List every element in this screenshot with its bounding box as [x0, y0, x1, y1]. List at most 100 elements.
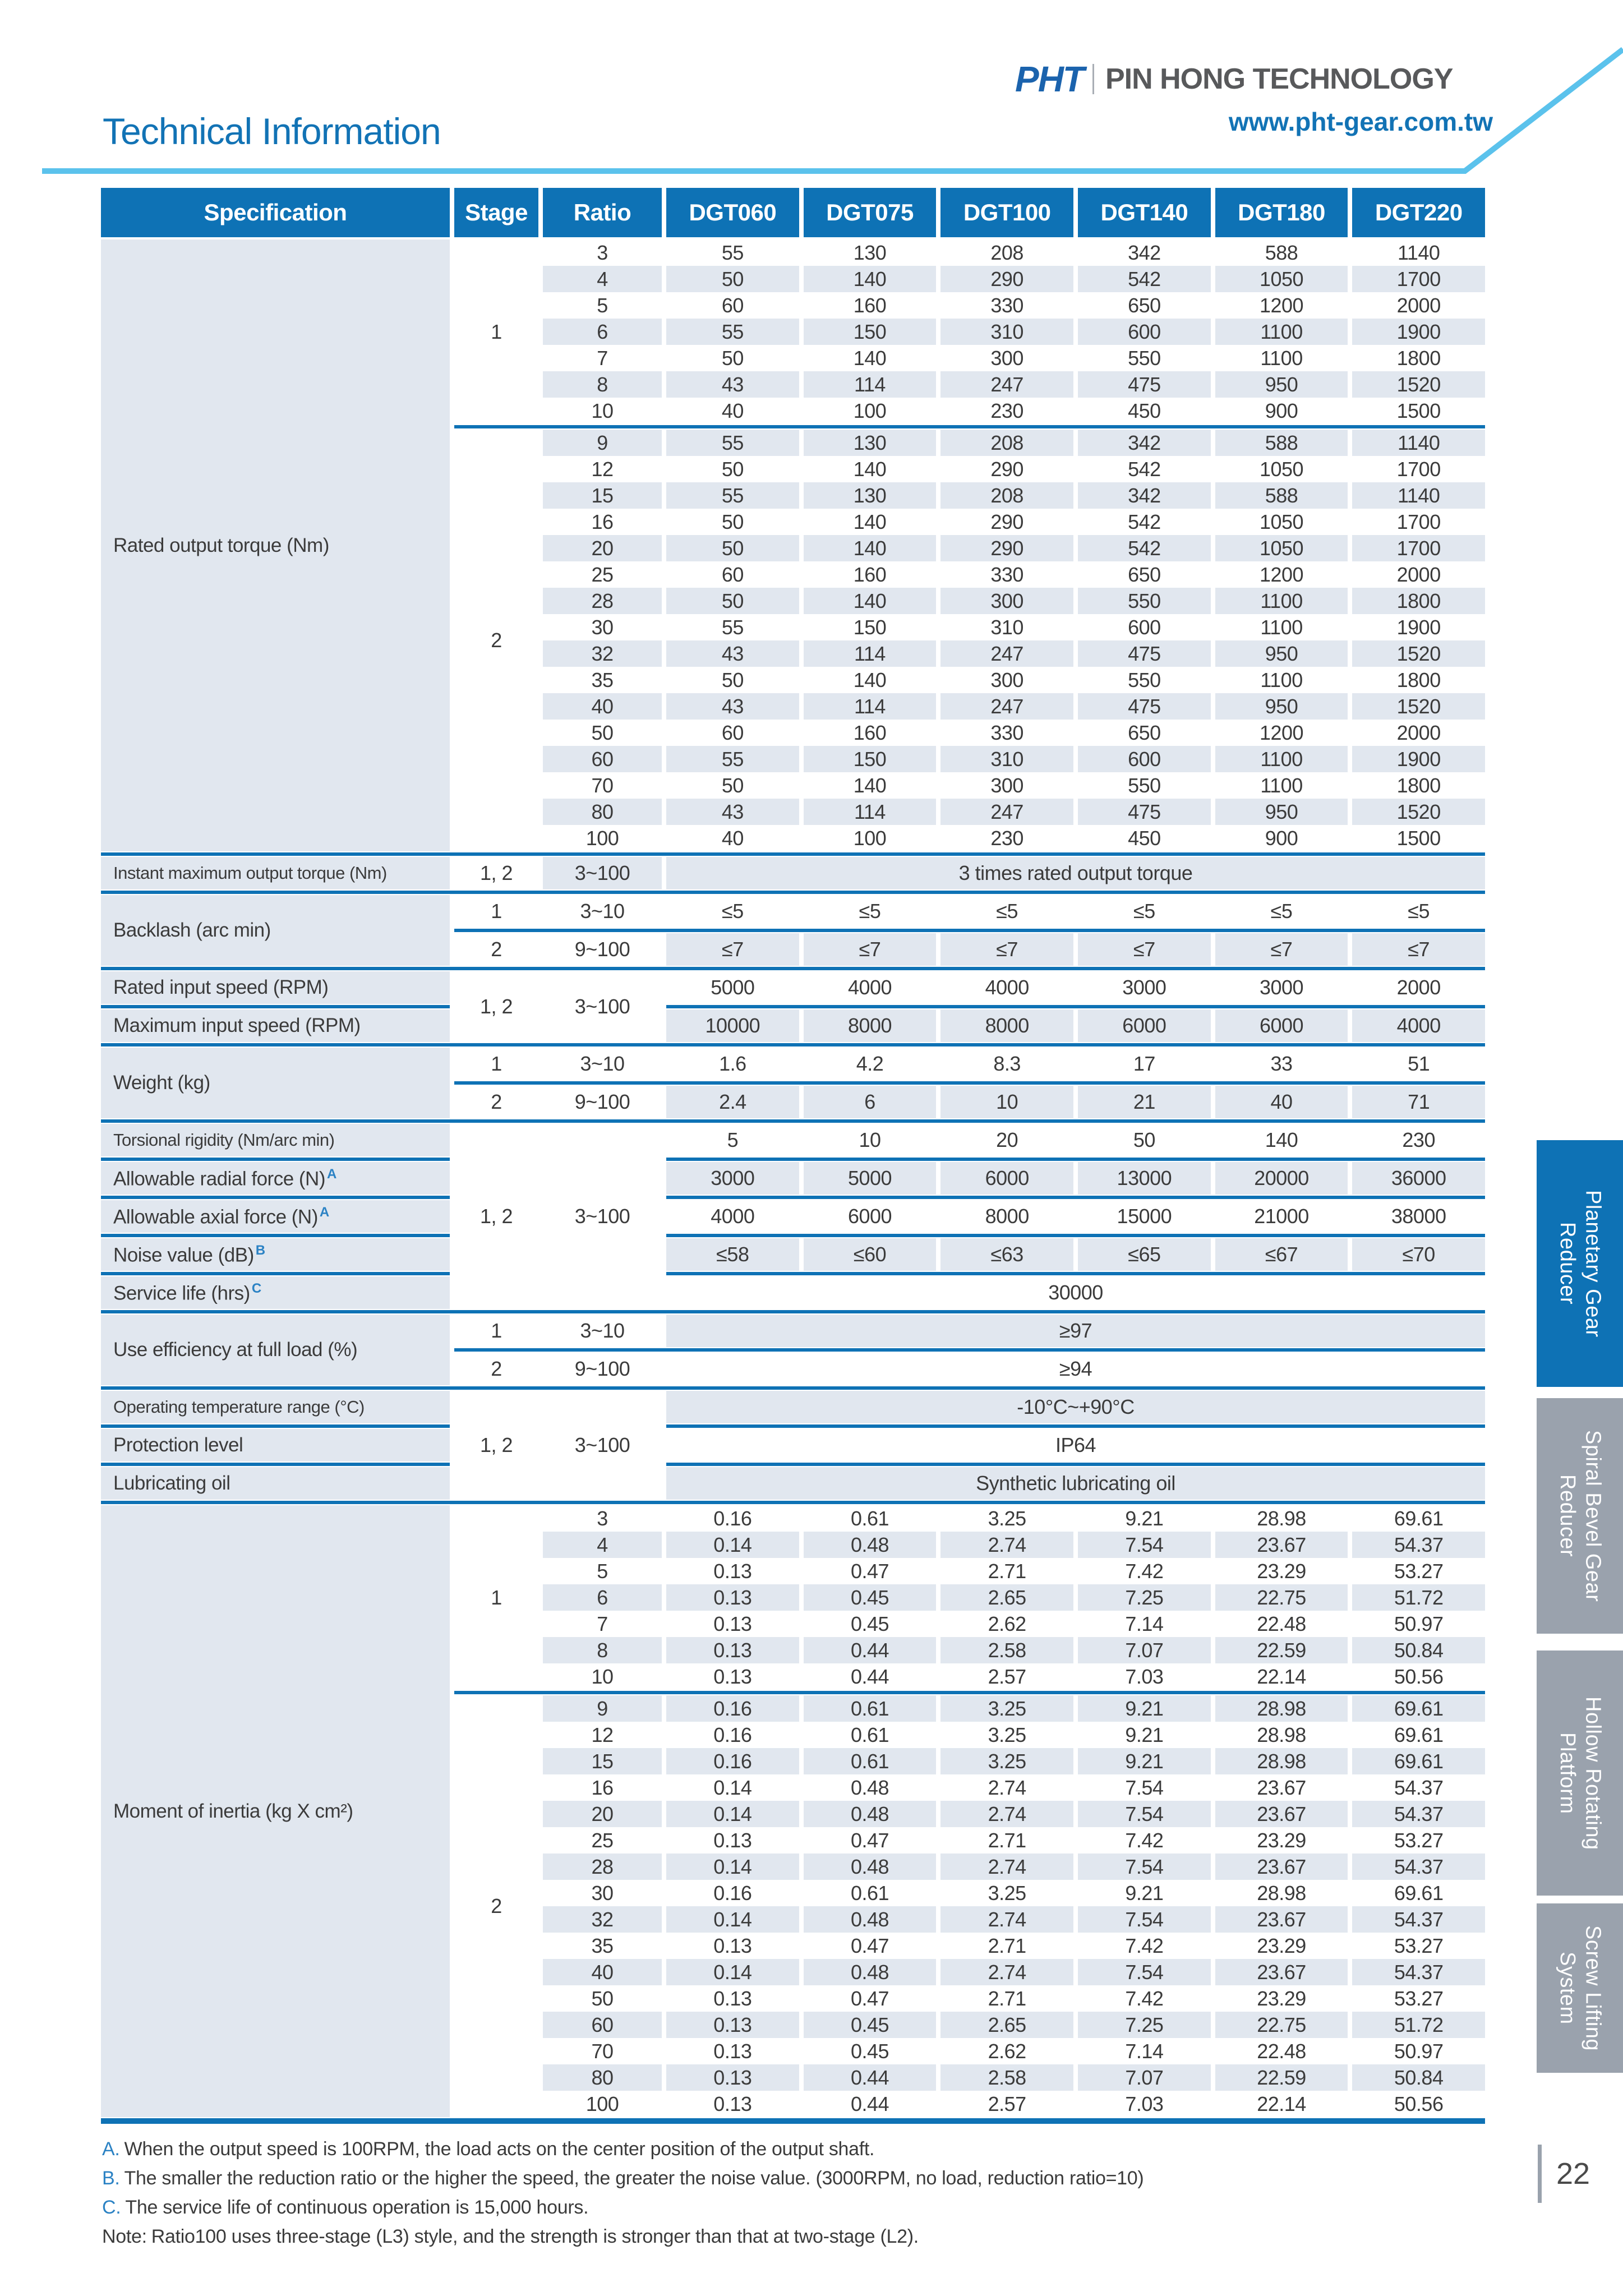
- value-cell: 114: [803, 693, 937, 720]
- ratio-cell: 100: [585, 826, 619, 850]
- value-cell: 330: [990, 563, 1023, 586]
- value-cell: 50.56: [1394, 1665, 1444, 1688]
- ratio-cell: 3~10: [580, 1319, 625, 1342]
- separator-line: [666, 1272, 1485, 1275]
- value-cell: 0.48: [803, 1532, 937, 1558]
- table-row: 12 0.16 0.61 3.25 9.21 28.98 69.61: [543, 1722, 1485, 1748]
- value-cell: 0.61: [803, 1695, 937, 1722]
- ratio-cell: 4: [543, 266, 662, 292]
- value-cell: 1100: [1215, 319, 1348, 345]
- value-cell: 114: [803, 371, 937, 398]
- value-cell: 22.48: [1257, 1612, 1306, 1635]
- tab-screw-lifting-system[interactable]: Screw Lifting System: [1537, 1903, 1623, 2073]
- value-cell: 23.67: [1215, 1906, 1348, 1933]
- value-cell: 1100: [1260, 615, 1303, 639]
- value-cell: 1200: [1259, 721, 1304, 744]
- ratio-cell: 7: [597, 346, 608, 370]
- value-cell: 0.14: [666, 1959, 799, 1985]
- ratio-cell: 15: [543, 1748, 662, 1774]
- value-cell: 160: [853, 721, 887, 744]
- separator-line: [101, 891, 1485, 894]
- value-cell: 60: [721, 293, 744, 317]
- value-cell: 0.48: [803, 1854, 937, 1880]
- ratio-cell: 8: [543, 371, 662, 398]
- value-cell: 60: [721, 563, 744, 586]
- ratio-cell: 5: [597, 293, 608, 317]
- value-cell: 55: [666, 430, 799, 456]
- value-cell: 0.16: [666, 1695, 799, 1722]
- value-cell: 69.61: [1394, 1881, 1444, 1905]
- value-cell: ≤5: [1133, 900, 1155, 923]
- section-environment-label: Operating temperature range (°C): [101, 1391, 450, 1423]
- value-cell: 69.61: [1394, 1506, 1444, 1530]
- value-cell: 2.74: [940, 1801, 1074, 1827]
- value-cell: 310: [940, 319, 1074, 345]
- value-cell: 950: [1215, 799, 1348, 825]
- value-cell: 1900: [1352, 319, 1486, 345]
- ratio-cell: 60: [543, 2012, 662, 2038]
- section-efficiency-label: Use efficiency at full load (%): [101, 1315, 450, 1385]
- value-cell: 140: [853, 773, 887, 797]
- value-cell: 54.37: [1394, 1776, 1444, 1799]
- value-cell: 2.65: [940, 1584, 1074, 1611]
- value-cell: 4000: [847, 976, 892, 999]
- table-row: 2 9~100 ≥94: [454, 1353, 1485, 1385]
- note-a-prefix: A.: [102, 2138, 120, 2160]
- table-row: 5 10 20 50 140 230: [666, 1124, 1485, 1156]
- value-cell: 3.25: [988, 1723, 1027, 1746]
- value-cell: 0.44: [850, 1665, 889, 1688]
- value-cell: 1800: [1396, 346, 1441, 370]
- section-backlash: Backlash (arc min) 1 3~10 ≤5 ≤5 ≤5 ≤5 ≤5 ≤5 2 9~10…: [101, 895, 1486, 966]
- value-cell: 0.61: [850, 1881, 889, 1905]
- value-cell: 2.71: [988, 1986, 1027, 2010]
- value-cell: ≤7: [940, 933, 1074, 966]
- value-cell: 0.44: [803, 1637, 937, 1663]
- page-number-divider: [1538, 2145, 1542, 2203]
- column-header-stage: Stage: [454, 188, 538, 237]
- table-row: 25 0.13 0.47 2.71 7.42 23.29 53.27: [543, 1827, 1485, 1854]
- table-row: 12 50 140 290 542 1050 1700: [543, 456, 1485, 482]
- value-cell: 550: [1128, 773, 1161, 797]
- section-backlash-label: Backlash (arc min): [101, 895, 450, 966]
- ratio-cell: 7: [597, 1612, 608, 1635]
- section-rated-output-torque: Rated output torque (Nm) 1 3 55 130 208 342 588…: [101, 239, 1486, 851]
- value-cell: 7.54: [1078, 1801, 1211, 1827]
- tab-spiral-bevel-gear-reducer[interactable]: Spiral Bevel Gear Reducer: [1537, 1398, 1623, 1634]
- ratio-cell: 15: [543, 482, 662, 509]
- value-cell: 0.61: [803, 1748, 937, 1774]
- note-general-text: Ratio100 uses three-stage (L3) style, an…: [151, 2225, 919, 2247]
- value-cell: 1520: [1352, 693, 1486, 720]
- tab-planetary-gear-reducer[interactable]: Planetary Gear Reducer: [1537, 1140, 1623, 1387]
- value-cell: 140: [803, 588, 937, 614]
- value-cell: ≤63: [940, 1238, 1074, 1271]
- value-cell: 1050: [1259, 510, 1304, 533]
- tab-hollow-rotating-platform[interactable]: Hollow Rotating Platform: [1537, 1650, 1623, 1896]
- value-cell: 160: [853, 563, 887, 586]
- value-cell: 1100: [1260, 773, 1303, 797]
- stage-cell: 1: [491, 320, 502, 343]
- value-cell: 1700: [1396, 510, 1441, 533]
- value-cell: 54.37: [1352, 1906, 1486, 1933]
- table-row: 10 40 100 230 450 900 1500: [543, 398, 1485, 424]
- instant-max-label: Instant maximum output torque (Nm): [101, 857, 450, 889]
- value-cell: ≤7: [666, 933, 799, 966]
- value-cell: 0.45: [803, 2012, 937, 2038]
- ratio-cell: 20: [543, 1801, 662, 1827]
- ratio-cell: 4: [543, 1532, 662, 1558]
- ratio-cell: 10: [591, 399, 614, 422]
- ratio-cell: 6: [543, 1584, 662, 1611]
- table-row: 3 0.16 0.61 3.25 9.21 28.98 69.61: [543, 1505, 1485, 1532]
- ratio-cell: 25: [591, 1828, 614, 1852]
- value-cell: 8000: [940, 1009, 1074, 1042]
- value-cell: 7.54: [1078, 1854, 1211, 1880]
- ratio-cell: 3: [597, 241, 608, 264]
- ratio-cell: 9~100: [574, 938, 630, 961]
- value-cell: 0.14: [713, 1776, 752, 1799]
- ratio-cell: 3~100: [574, 995, 630, 1018]
- value-cell: 3000: [1122, 976, 1166, 999]
- tab-label: Screw Lifting System: [1556, 1925, 1605, 2051]
- value-cell: 22.48: [1257, 2039, 1306, 2063]
- note-a: A. When the output speed is 100RPM, the …: [102, 2134, 1144, 2164]
- value-cell: 43: [666, 640, 799, 667]
- ratio-cell: 3~10: [580, 1052, 625, 1075]
